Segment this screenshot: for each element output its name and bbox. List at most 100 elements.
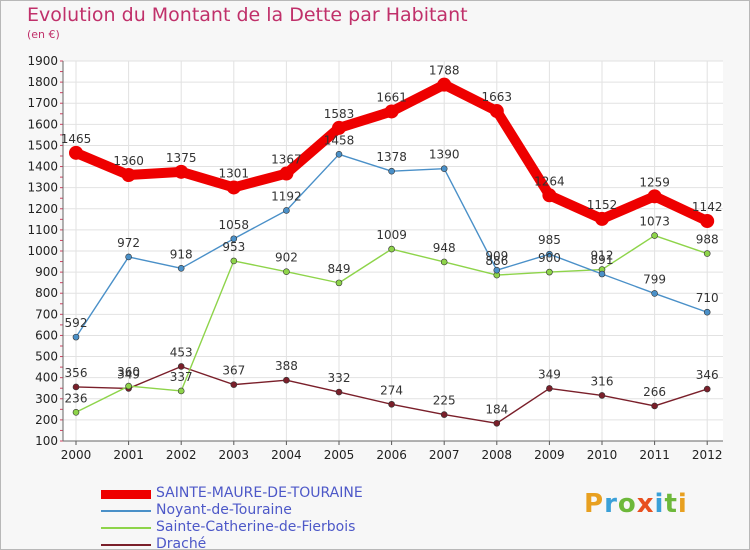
y-tick-label-16: 1700 bbox=[27, 96, 58, 110]
data-point-2-4 bbox=[283, 268, 290, 275]
logo-letter: o bbox=[617, 489, 637, 519]
data-point-1-10 bbox=[598, 270, 606, 278]
data-point-0-6 bbox=[384, 104, 399, 119]
data-point-2-11 bbox=[651, 232, 658, 239]
y-tick-label-9: 1000 bbox=[27, 244, 58, 258]
data-point-3-2 bbox=[177, 363, 185, 370]
data-label-1-7: 1390 bbox=[429, 148, 460, 162]
data-point-2-0 bbox=[72, 408, 80, 416]
x-tick-label-4: 2004 bbox=[271, 448, 302, 462]
data-label-0-9: 1264 bbox=[534, 174, 565, 188]
data-label-3-9: 349 bbox=[538, 367, 561, 381]
data-label-3-0: 356 bbox=[65, 366, 88, 380]
x-tick-label-11: 2011 bbox=[639, 448, 670, 462]
data-label-1-3: 1058 bbox=[219, 218, 250, 232]
y-tick-label-3: 400 bbox=[35, 371, 58, 385]
x-tick-label-1: 2001 bbox=[113, 448, 144, 462]
data-label-1-12: 710 bbox=[696, 291, 719, 305]
x-tick-label-10: 2010 bbox=[587, 448, 618, 462]
data-point-2-9 bbox=[546, 268, 553, 276]
legend-swatch bbox=[101, 544, 151, 546]
proxiti-logo: Proxiti bbox=[584, 489, 688, 519]
data-point-3-4 bbox=[283, 376, 290, 384]
legend-label: Noyant-de-Touraine bbox=[156, 502, 292, 518]
data-point-2-2 bbox=[177, 387, 185, 395]
data-label-3-6: 274 bbox=[380, 383, 403, 397]
data-point-2-1 bbox=[125, 382, 132, 390]
data-label-0-10: 1152 bbox=[587, 198, 618, 212]
data-label-2-5: 849 bbox=[328, 262, 351, 276]
data-label-0-0: 1465 bbox=[61, 132, 92, 146]
data-label-0-3: 1301 bbox=[219, 166, 250, 180]
data-label-0-12: 1142 bbox=[692, 200, 723, 214]
data-label-0-6: 1661 bbox=[376, 90, 407, 104]
data-label-1-10: 891 bbox=[591, 253, 614, 267]
data-point-1-9 bbox=[546, 250, 553, 258]
data-label-1-2: 918 bbox=[170, 247, 193, 261]
data-point-1-5 bbox=[335, 151, 343, 158]
y-tick-label-0: 100 bbox=[35, 434, 58, 448]
legend-swatch bbox=[101, 527, 151, 529]
data-point-3-3 bbox=[230, 381, 238, 388]
data-label-3-11: 266 bbox=[643, 385, 666, 399]
logo-letter: P bbox=[584, 489, 605, 519]
data-point-3-8 bbox=[493, 419, 501, 427]
y-tick-label-14: 1500 bbox=[27, 138, 58, 152]
x-tick-label-6: 2006 bbox=[376, 448, 407, 462]
data-label-1-5: 1458 bbox=[324, 133, 355, 147]
data-label-3-8: 184 bbox=[485, 402, 508, 416]
data-point-1-1 bbox=[125, 253, 132, 261]
data-point-0-12 bbox=[700, 214, 715, 229]
data-point-3-10 bbox=[598, 392, 606, 399]
data-label-3-10: 316 bbox=[591, 374, 614, 388]
y-tick-label-11: 1200 bbox=[27, 202, 58, 216]
data-label-2-6: 1009 bbox=[376, 228, 407, 242]
data-point-3-7 bbox=[440, 411, 448, 418]
data-point-3-0 bbox=[72, 383, 80, 391]
data-point-1-0 bbox=[72, 333, 80, 341]
logo-letter: i bbox=[677, 489, 688, 519]
data-label-3-12: 346 bbox=[696, 368, 719, 382]
data-label-3-4: 388 bbox=[275, 359, 298, 373]
data-point-2-5 bbox=[335, 279, 343, 287]
x-tick-label-0: 2000 bbox=[61, 448, 92, 462]
data-label-2-0: 236 bbox=[65, 391, 88, 405]
y-tick-label-4: 500 bbox=[35, 350, 58, 364]
data-label-1-4: 1192 bbox=[271, 189, 302, 203]
y-tick-label-1: 200 bbox=[35, 413, 58, 427]
logo-letter: t bbox=[664, 489, 678, 519]
data-point-0-0 bbox=[69, 145, 83, 160]
data-point-3-11 bbox=[651, 402, 658, 410]
data-label-1-6: 1378 bbox=[376, 150, 407, 164]
data-point-0-4 bbox=[279, 166, 294, 181]
data-point-0-2 bbox=[174, 164, 189, 179]
data-label-0-5: 1583 bbox=[324, 107, 355, 121]
y-tick-label-7: 800 bbox=[35, 286, 58, 300]
y-tick-label-5: 600 bbox=[35, 328, 58, 342]
data-label-3-3: 367 bbox=[222, 364, 245, 378]
data-label-2-4: 902 bbox=[275, 251, 298, 265]
data-label-2-9: 900 bbox=[538, 251, 561, 265]
data-point-2-3 bbox=[230, 257, 238, 265]
data-point-0-5 bbox=[332, 120, 346, 135]
x-tick-label-8: 2008 bbox=[482, 448, 513, 462]
data-label-0-4: 1367 bbox=[271, 153, 302, 167]
data-label-0-2: 1375 bbox=[166, 151, 197, 165]
legend-label: Draché bbox=[156, 536, 207, 550]
legend-swatch bbox=[101, 489, 151, 499]
data-point-2-6 bbox=[388, 245, 395, 253]
logo-letter: i bbox=[654, 489, 665, 519]
data-point-1-2 bbox=[177, 265, 185, 272]
data-label-3-5: 332 bbox=[328, 371, 351, 385]
y-tick-label-12: 1300 bbox=[27, 181, 58, 195]
data-point-0-3 bbox=[226, 180, 241, 195]
data-label-1-11: 799 bbox=[643, 272, 666, 286]
data-label-2-3: 953 bbox=[222, 240, 245, 254]
logo-letter: x bbox=[636, 489, 655, 519]
y-tick-label-13: 1400 bbox=[27, 160, 58, 174]
data-label-2-12: 988 bbox=[696, 233, 719, 247]
legend-swatch bbox=[101, 510, 151, 512]
data-point-1-12 bbox=[703, 308, 711, 316]
